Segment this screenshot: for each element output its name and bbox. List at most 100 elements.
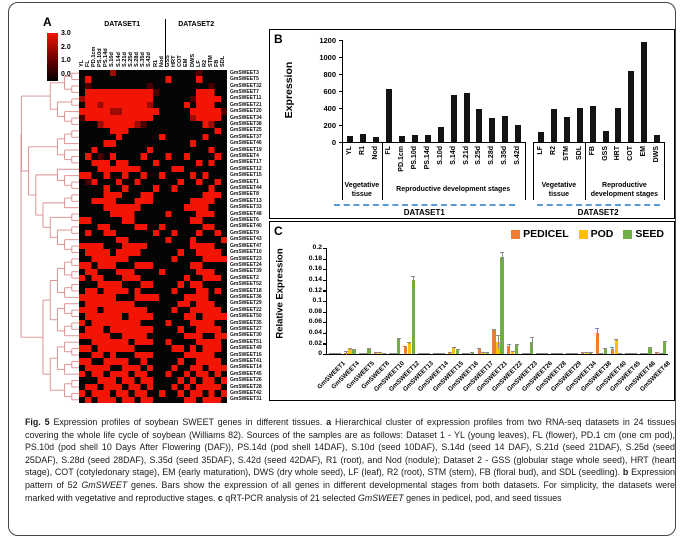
error-bar-cap xyxy=(403,345,408,347)
heatmap-row xyxy=(79,70,227,77)
qpcr-bar xyxy=(367,349,371,354)
y-tick-label: 400 xyxy=(323,103,336,113)
heatmap-row-label: GmSWEET7 xyxy=(230,89,259,95)
expression-bar xyxy=(463,93,470,142)
y-tick-label: 0.16 xyxy=(308,265,322,273)
qpcr-bar xyxy=(451,347,456,354)
panel-b: B Expression 0 200 400 600 800 1000 1200 YL R1 No… xyxy=(269,29,675,219)
error-bar xyxy=(354,349,356,352)
caption-segment: GmSWEET xyxy=(81,480,128,491)
heatmap-row-label: GmSWEET39 xyxy=(230,268,262,275)
expression-bar xyxy=(589,106,596,142)
heatmap-row-label: GmSWEET9 xyxy=(230,229,259,236)
heatmap-row xyxy=(79,153,227,160)
legend-label-pedicel: PEDICEL xyxy=(523,228,569,240)
heatmap-row xyxy=(79,326,227,333)
heatmap-row xyxy=(79,204,227,211)
heatmap-row xyxy=(79,159,227,167)
error-bar-cap xyxy=(333,352,338,354)
qpcr-bar xyxy=(411,279,415,354)
heatmap-row-label: GmSWEET32 xyxy=(230,82,262,89)
error-bar xyxy=(453,346,455,349)
y-tick-mark xyxy=(323,290,326,292)
error-bar-cap xyxy=(362,352,367,354)
heatmap-row-label: GmSWEET33 xyxy=(230,204,262,211)
error-bar-cap xyxy=(426,352,431,354)
y-tick-mark xyxy=(323,248,326,250)
error-bar-cap xyxy=(514,343,519,345)
heatmap-row xyxy=(79,255,227,263)
error-bar-cap xyxy=(647,347,652,349)
heatmap-row-label: GmSWEET22 xyxy=(230,306,262,313)
y-tick-mark xyxy=(339,40,342,42)
qpcr-bar xyxy=(481,352,485,354)
heatmap-row-label: GmSWEET52 xyxy=(230,281,262,288)
dataset-label: DATASET1 xyxy=(403,208,445,217)
x-tick-label: PD.1cm xyxy=(398,146,406,172)
error-bar-cap xyxy=(559,352,564,354)
caption-segment: c xyxy=(217,492,223,503)
error-bar xyxy=(616,339,618,342)
heatmap-row xyxy=(79,121,227,128)
error-bar-cap xyxy=(506,344,511,346)
y-tick-label: 0.14 xyxy=(308,276,322,283)
panel-a: A 3.0 2.0 1.0 0.0 DATASET1 DATASET2 YL FL PD.… xyxy=(9,3,684,540)
heatmap-row xyxy=(79,127,227,135)
heatmap-row-label: GmSWEET6 xyxy=(230,217,259,224)
error-bar-cap xyxy=(580,351,585,353)
group-separator-line xyxy=(585,142,587,200)
heatmap-row-label: GmSWEET40 xyxy=(230,223,262,230)
heatmap-row xyxy=(79,178,227,186)
panel-c-label: C xyxy=(274,224,283,238)
y-tick-mark xyxy=(339,108,342,110)
error-bar xyxy=(612,347,614,351)
colorbar-tick-label: 0.0 xyxy=(61,70,71,78)
heatmap-row-label: GmSWEET48 xyxy=(230,210,262,217)
heatmap-row xyxy=(79,95,227,102)
qpcr-bar xyxy=(511,351,515,354)
heatmap-row xyxy=(79,249,227,256)
error-bar xyxy=(649,347,651,350)
heatmap-row xyxy=(79,134,227,141)
heatmap-row-label: GmSWEET3 xyxy=(230,69,259,76)
y-tick-mark xyxy=(323,301,326,303)
expression-bar xyxy=(386,89,393,142)
heatmap-row xyxy=(79,236,227,243)
qpcr-bar xyxy=(654,352,659,354)
legend-item-seed: SEED xyxy=(623,228,664,240)
y-tick-label: 1200 xyxy=(319,35,336,45)
qpcr-bar xyxy=(403,347,407,354)
qpcr-bar xyxy=(595,332,600,354)
expression-bar xyxy=(450,95,457,142)
heatmap-row-label: GmSWEET2 xyxy=(230,274,259,281)
error-bar-cap xyxy=(466,352,471,354)
heatmap-row xyxy=(79,108,227,115)
heatmap-column-label: FL xyxy=(84,60,91,67)
panel-a-label: A xyxy=(43,15,52,29)
y-tick-label: 0.02 xyxy=(308,339,322,347)
heatmap-row xyxy=(79,166,227,173)
heatmap-row-label: GmSWEET45 xyxy=(230,370,262,377)
expression-bar xyxy=(399,136,406,142)
expression-bar xyxy=(476,109,483,142)
x-tick-label: COT xyxy=(627,146,635,161)
heatmap-column-label: S.21d xyxy=(121,52,128,67)
error-bar-cap xyxy=(610,347,615,349)
y-tick-mark xyxy=(323,354,326,356)
heatmap-row xyxy=(79,268,227,275)
error-bar-cap xyxy=(569,352,574,354)
x-axis-line xyxy=(326,354,668,356)
heatmap-row-label: GmSWEET15 xyxy=(230,172,262,179)
error-bar xyxy=(508,344,510,347)
error-bar-cap xyxy=(440,352,445,354)
heatmap-row xyxy=(79,198,227,205)
error-bar xyxy=(398,337,400,341)
y-tick-label: 0 xyxy=(318,350,322,358)
x-axis-line xyxy=(342,142,525,144)
heatmap-column-label: SDL xyxy=(220,55,227,67)
error-bar-cap xyxy=(633,352,638,354)
x-tick-label: S.25d xyxy=(475,146,483,165)
qpcr-bar xyxy=(396,339,401,354)
heatmap-row xyxy=(79,76,227,83)
error-bar-cap xyxy=(639,352,644,354)
